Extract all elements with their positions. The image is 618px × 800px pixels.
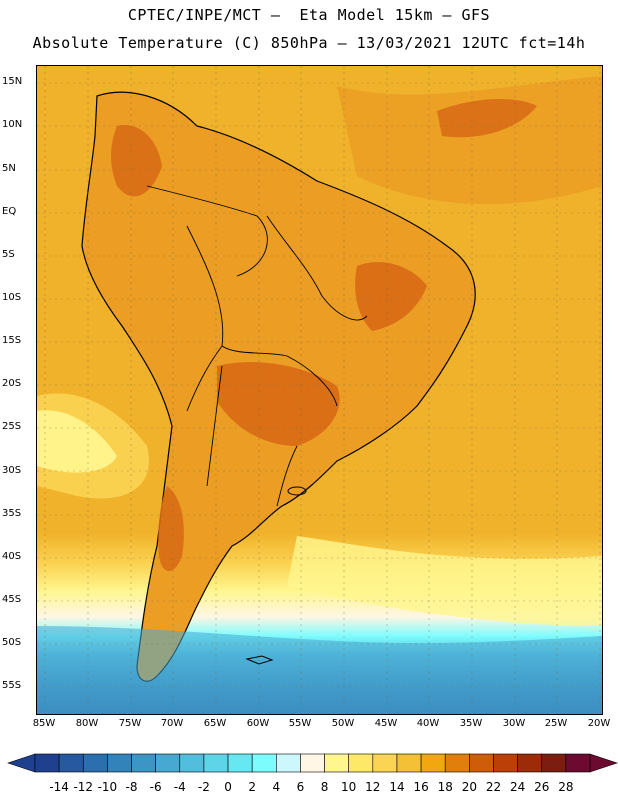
colorbar-swatch — [396, 753, 422, 773]
lat-label-45s: 45S — [2, 594, 22, 605]
country-borders — [146, 185, 368, 507]
lon-label-85w: 85W — [32, 718, 56, 729]
colorbar-tick-label: -8 — [125, 780, 138, 794]
colorbar-tick-label: 20 — [461, 780, 477, 794]
lon-label-50w: 50W — [331, 718, 355, 729]
lat-label-5s: 5S — [2, 249, 15, 260]
southern-ocean-cold — [37, 626, 602, 714]
colorbar-tick-label: 26 — [534, 780, 550, 794]
colorbar-swatch — [444, 753, 470, 773]
colorbar-swatch — [155, 753, 181, 773]
colorbar-swatch — [131, 753, 156, 773]
colorbar-swatch — [517, 753, 543, 773]
hot-region-northeast — [355, 262, 427, 331]
colorbar-tick-label: -14 — [49, 780, 69, 794]
colorbar-swatch — [179, 753, 205, 773]
colorbar-swatch — [251, 753, 277, 773]
lat-label-30s: 30S — [2, 465, 22, 476]
lon-label-60w: 60W — [246, 718, 270, 729]
colorbar-tick-label: 16 — [413, 780, 429, 794]
colorbar-swatch — [276, 753, 301, 773]
colorbar-tick-label: 6 — [296, 780, 305, 794]
colorbar-tick-label: 12 — [365, 780, 381, 794]
colorbar-tick-label: -6 — [149, 780, 162, 794]
lat-label-25s: 25S — [2, 421, 22, 432]
colorbar-swatch — [227, 753, 253, 773]
lon-label-80w: 80W — [75, 718, 99, 729]
colorbar-swatch — [300, 753, 325, 773]
lon-label-45w: 45W — [374, 718, 398, 729]
lon-label-55w: 55W — [288, 718, 312, 729]
map-svg — [37, 66, 602, 714]
lat-label-15s: 15S — [2, 335, 22, 346]
lon-label-35w: 35W — [459, 718, 483, 729]
lat-label-5n: 5N — [2, 163, 16, 174]
colorbar-tick-label: 24 — [509, 780, 526, 794]
colorbar-swatch — [203, 753, 229, 773]
pacific-cooler-core — [37, 410, 117, 473]
lat-label-15n: 15N — [2, 76, 23, 87]
lon-label-25w: 25W — [544, 718, 568, 729]
colorbar-tick-label: 8 — [320, 780, 329, 794]
lon-label-20w: 20W — [587, 718, 611, 729]
lon-label-30w: 30W — [502, 718, 526, 729]
lat-label-20s: 20S — [2, 378, 22, 389]
lon-label-70w: 70W — [160, 718, 184, 729]
colorbar-swatch — [348, 753, 374, 773]
colorbar-tick-label: 4 — [272, 780, 281, 794]
colorbar-swatch — [34, 753, 60, 773]
hot-region-central — [217, 362, 340, 446]
colorbar-swatch — [565, 753, 591, 773]
colorbar-swatch — [324, 753, 349, 773]
lon-label-75w: 75W — [118, 718, 142, 729]
colorbar-tick-label: 10 — [341, 780, 357, 794]
colorbar-swatch — [58, 753, 84, 773]
graticule — [37, 66, 602, 714]
atlantic-cool-tongue — [287, 536, 602, 626]
colorbar-tick-label: 14 — [389, 780, 405, 794]
colorbar-tick-label: 2 — [248, 780, 256, 794]
colorbar-swatch — [541, 753, 567, 773]
temperature-colorbar — [7, 753, 618, 773]
lat-label-40s: 40S — [2, 551, 22, 562]
lat-label-35s: 35S — [2, 508, 22, 519]
lon-label-40w: 40W — [416, 718, 440, 729]
tropical-hot-core — [437, 99, 537, 138]
map-title: CPTEC/INPE/MCT – Eta Model 15km – GFS — [127, 6, 491, 24]
colorbar-tick-label: 0 — [224, 780, 232, 794]
lat-label-55s: 55S — [2, 680, 22, 691]
hot-region-patagonia — [158, 486, 184, 571]
colorbar-tick-label: -12 — [73, 780, 94, 794]
colorbar-swatch — [107, 753, 132, 773]
colorbar-swatch — [82, 753, 108, 773]
colorbar-tick-label: -4 — [173, 780, 186, 794]
colorbar-arrow-left — [7, 753, 36, 773]
colorbar-arrow-right — [589, 753, 618, 773]
colorbar-tick-label: 22 — [485, 780, 502, 794]
colorbar-tick-label: 18 — [437, 780, 453, 794]
colorbar-swatch — [493, 753, 518, 773]
colorbar-swatch — [469, 753, 494, 773]
hot-region-andes-north — [111, 125, 162, 197]
colorbar-swatch — [372, 753, 398, 773]
colorbar-tick-label: -2 — [197, 780, 210, 794]
lagoa-dos-patos — [287, 486, 307, 496]
colorbar-swatch — [420, 753, 446, 773]
lat-label-10s: 10S — [2, 292, 22, 303]
lat-label-eq: EQ — [2, 206, 17, 217]
lat-label-10n: 10N — [2, 119, 23, 130]
falkland-islands — [245, 655, 274, 665]
lon-label-65w: 65W — [203, 718, 227, 729]
temperature-map[interactable] — [36, 65, 603, 715]
lat-label-50s: 50S — [2, 637, 22, 648]
colorbar-tick-label: 28 — [558, 780, 574, 794]
tropical-warm-band — [337, 76, 602, 205]
colorbar-tick-label: -10 — [97, 780, 118, 794]
map-subtitle: Absolute Temperature (C) 850hPa – 13/03/… — [32, 34, 586, 52]
